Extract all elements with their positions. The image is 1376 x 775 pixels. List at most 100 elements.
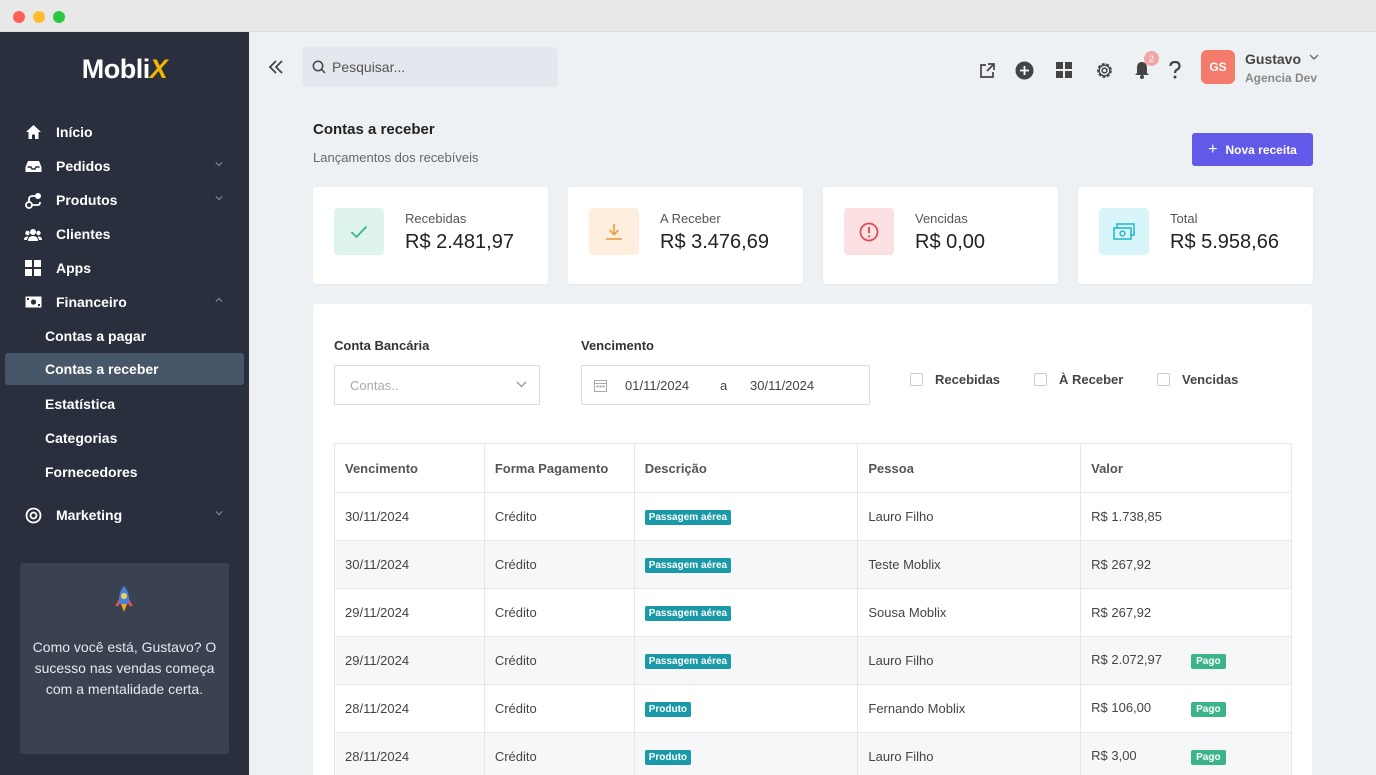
- user-name[interactable]: Gustavo: [1245, 51, 1302, 67]
- apps-grid-icon[interactable]: [1054, 60, 1074, 80]
- stat-value: R$ 0,00: [915, 231, 986, 253]
- inbox-icon: [24, 157, 42, 175]
- cell-description: Passagem aérea: [633, 636, 859, 685]
- search-icon: [312, 60, 326, 74]
- date-range-input[interactable]: 01/11/2024 a 30/11/2024: [581, 365, 870, 405]
- motivation-text: Como você está, Gustavo? O sucesso nas v…: [32, 639, 217, 697]
- cell-person: Lauro Filho: [857, 492, 1082, 541]
- receivables-table: Vencimento Forma Pagamento Descrição Pes…: [334, 443, 1292, 775]
- close-window-button[interactable]: [13, 11, 25, 23]
- date-to[interactable]: 30/11/2024: [750, 378, 815, 393]
- stat-label: Recebidas: [405, 211, 467, 226]
- date-from[interactable]: 01/11/2024: [625, 378, 690, 393]
- maximize-window-button[interactable]: [53, 11, 65, 23]
- sidebar-item-marketing[interactable]: Marketing: [0, 498, 249, 532]
- stat-label: Total: [1170, 211, 1198, 226]
- collapse-sidebar-icon[interactable]: [267, 58, 285, 76]
- table-row[interactable]: 30/11/2024 Crédito Passagem aérea Teste Mob…: [334, 540, 1292, 589]
- cell-person: Teste Moblix: [857, 540, 1082, 589]
- money-icon: [24, 293, 42, 311]
- cell-payment-method: Crédito: [483, 492, 635, 541]
- amount: R$ 3,00: [1091, 748, 1137, 763]
- cell-description: Produto: [633, 732, 859, 775]
- cell-value: R$ 2.072,97 Pago: [1080, 636, 1292, 685]
- cell-value: R$ 106,00 Pago: [1080, 684, 1292, 733]
- table-row[interactable]: 28/11/2024 Crédito Produto Fernando Moblix R…: [334, 684, 1292, 733]
- column-header[interactable]: Valor: [1080, 443, 1292, 493]
- sidebar-item-clientes[interactable]: Clientes: [0, 217, 249, 251]
- cell-due-date: 28/11/2024: [334, 684, 485, 733]
- checkbox-recebidas[interactable]: Recebidas: [910, 372, 1000, 387]
- chevron-up-icon: [215, 297, 223, 302]
- column-header[interactable]: Descrição: [633, 443, 859, 493]
- new-income-button[interactable]: + Nova receita: [1192, 133, 1313, 166]
- stat-card-vencidas: Vencidas R$ 0,00: [823, 187, 1058, 284]
- avatar[interactable]: GS: [1201, 50, 1235, 84]
- plus-icon: +: [1208, 140, 1218, 158]
- account-select[interactable]: Contas..: [334, 365, 540, 405]
- settings-gear-icon[interactable]: [1094, 60, 1114, 80]
- amount: R$ 267,92: [1091, 605, 1152, 620]
- chevron-down-icon[interactable]: [1309, 53, 1319, 61]
- table-row[interactable]: 30/11/2024 Crédito Passagem aérea Lauro Fil…: [334, 492, 1292, 541]
- sidebar-subitem-contas-a-receber[interactable]: Contas a receber: [5, 353, 244, 385]
- description-tag: Produto: [644, 750, 692, 765]
- sidebar: MobliX Início Pedidos Produtos: [0, 32, 249, 775]
- stat-value: R$ 2.481,97: [405, 231, 514, 253]
- cell-due-date: 29/11/2024: [334, 588, 485, 637]
- search-input[interactable]: [332, 59, 542, 75]
- stat-card-total: Total R$ 5.958,66: [1078, 187, 1313, 284]
- date-separator: a: [720, 378, 728, 393]
- table-row[interactable]: 29/11/2024 Crédito Passagem aérea Sousa Mob…: [334, 588, 1292, 637]
- sidebar-item-inicio[interactable]: Início: [0, 115, 249, 149]
- search-bar[interactable]: [302, 47, 558, 87]
- sidebar-subitem-contas-a-pagar[interactable]: Contas a pagar: [45, 328, 147, 344]
- stat-label: Vencidas: [915, 211, 968, 226]
- chevron-down-icon: [215, 511, 223, 516]
- sidebar-item-pedidos[interactable]: Pedidos: [0, 149, 249, 183]
- help-icon[interactable]: [1165, 60, 1185, 80]
- external-link-icon[interactable]: [977, 60, 997, 80]
- checkbox-box[interactable]: [1034, 373, 1047, 386]
- add-circle-icon[interactable]: [1014, 60, 1034, 80]
- cell-description: Passagem aérea: [633, 588, 859, 637]
- stat-card-recebidas: Recebidas R$ 2.481,97: [313, 187, 548, 284]
- page-title: Contas a receber: [313, 121, 435, 138]
- cell-payment-method: Crédito: [483, 540, 635, 589]
- notification-bell-icon[interactable]: [1132, 60, 1152, 80]
- amount: R$ 106,00: [1091, 700, 1152, 715]
- page-subtitle: Lançamentos dos recebíveis: [313, 150, 479, 165]
- cell-value: R$ 3,00 Pago: [1080, 732, 1292, 775]
- column-header[interactable]: Pessoa: [857, 443, 1082, 493]
- column-header[interactable]: Forma Pagamento: [483, 443, 635, 493]
- sidebar-item-label: Clientes: [56, 226, 111, 242]
- checkbox-box[interactable]: [1157, 373, 1170, 386]
- logo[interactable]: MobliX: [81, 54, 168, 84]
- table-row[interactable]: 29/11/2024 Crédito Passagem aérea Lauro Fil…: [334, 636, 1292, 685]
- minimize-window-button[interactable]: [33, 11, 45, 23]
- sidebar-item-financeiro[interactable]: Financeiro: [0, 285, 249, 319]
- checkbox-box[interactable]: [910, 373, 923, 386]
- description-tag: Produto: [644, 702, 692, 717]
- stat-card-a-receber: A Receber R$ 3.476,69: [568, 187, 803, 284]
- cell-payment-method: Crédito: [483, 684, 635, 733]
- description-tag: Passagem aérea: [644, 606, 732, 621]
- cell-value: R$ 1.738,85: [1080, 492, 1292, 541]
- cell-payment-method: Crédito: [483, 588, 635, 637]
- chevron-down-icon: [215, 162, 223, 167]
- chevron-down-icon: [516, 381, 527, 388]
- cell-payment-method: Crédito: [483, 636, 635, 685]
- column-header[interactable]: Vencimento: [334, 443, 485, 493]
- sidebar-item-apps[interactable]: Apps: [0, 251, 249, 285]
- checkbox-vencidas[interactable]: Vencidas: [1157, 372, 1238, 387]
- home-icon: [24, 123, 42, 141]
- cell-value: R$ 267,92: [1080, 588, 1292, 637]
- description-tag: Passagem aérea: [644, 510, 732, 525]
- sidebar-subitem-estatistica[interactable]: Estatística: [45, 396, 116, 412]
- sidebar-subitem-fornecedores[interactable]: Fornecedores: [45, 464, 138, 480]
- checkbox-a-receber[interactable]: À Receber: [1034, 372, 1123, 387]
- table-row[interactable]: 28/11/2024 Crédito Produto Lauro Filho R$ 3,…: [334, 732, 1292, 775]
- sidebar-item-produtos[interactable]: Produtos: [0, 183, 249, 217]
- sidebar-subitem-categorias[interactable]: Categorias: [45, 430, 118, 446]
